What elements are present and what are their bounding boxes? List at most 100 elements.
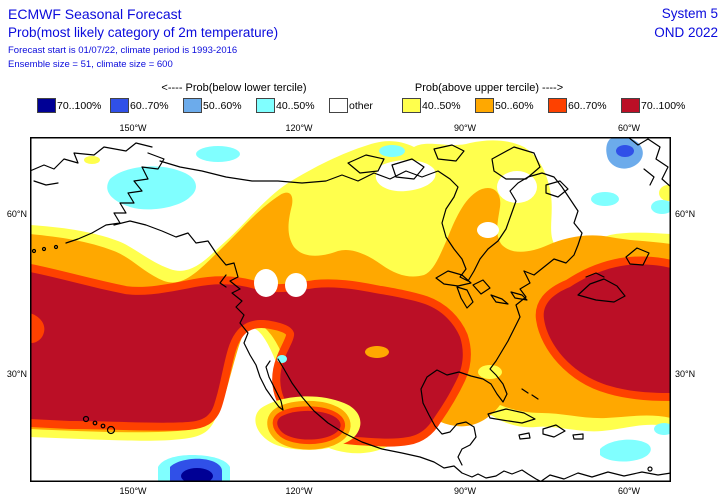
season-label: OND 2022 <box>654 25 718 40</box>
coastline-siberia-island <box>33 180 59 186</box>
arctic-island-north <box>433 144 465 162</box>
legend-label: 40..50% <box>276 99 315 112</box>
lake-superior <box>435 270 472 287</box>
legend-label: 50..60% <box>495 99 534 112</box>
coastline-south-america <box>539 471 671 482</box>
legend-swatch-lightblue <box>183 98 202 113</box>
arctic-island-banks <box>347 154 385 174</box>
region-below-40-50-atlantic-south <box>600 439 651 462</box>
legend-label: 50..60% <box>203 99 242 112</box>
legend-label: 60..70% <box>568 99 607 112</box>
hawaii-island <box>100 423 106 429</box>
coastline-pacific-northamerica <box>113 220 284 411</box>
legend-label: 40..50% <box>422 99 461 112</box>
lon-label-bottom-60w: 60°W <box>617 486 641 496</box>
region-other-hudson-spot <box>477 222 499 238</box>
legend-item-below-60-70: 60..70% <box>110 98 183 113</box>
region-above-40-50-spot-siberia <box>84 156 100 164</box>
coastline-arctic-hudson <box>159 160 583 282</box>
lon-label-bottom-150w: 150°W <box>119 486 147 496</box>
legend-item-above-50-60: 50..60% <box>475 98 548 113</box>
hawaii-island <box>82 415 90 423</box>
lake-erie <box>490 294 509 305</box>
lat-label-left-30n: 30°N <box>6 369 27 379</box>
region-below-40-50-labrador-sea <box>591 192 619 206</box>
lat-label-right-60n: 60°N <box>675 209 696 219</box>
ensemble-size-line: Ensemble size = 51, climate size = 600 <box>8 59 173 70</box>
region-below-40-50-arctic <box>379 145 405 157</box>
page-title: ECMWF Seasonal Forecast <box>8 6 182 22</box>
lake-michigan <box>456 286 474 309</box>
coastline-puerto-rico <box>572 433 584 440</box>
legend-item-above-40-50: 40..50% <box>402 98 475 113</box>
forecast-start-line: Forecast start is 01/07/22, climate peri… <box>8 45 238 56</box>
arctic-island-southampton <box>545 180 569 198</box>
aleutian-island <box>41 246 47 252</box>
forecast-map <box>30 137 671 482</box>
region-above-40-50-spot-northeast <box>659 185 671 201</box>
legend-item-other: other <box>329 98 402 113</box>
lat-label-right-30n: 30°N <box>675 369 696 379</box>
coastline-jamaica <box>518 432 531 440</box>
coastline-prince-edward <box>585 272 605 278</box>
lon-label-top-150w: 150°W <box>119 123 147 133</box>
aleutian-island <box>31 248 37 254</box>
coastline-us-east-gulf <box>420 270 531 466</box>
lon-label-bottom-90w: 90°W <box>453 486 477 496</box>
legend-item-below-70-100: 70..100% <box>37 98 110 113</box>
system-label: System 5 <box>661 6 718 21</box>
legend-item-below-50-60: 50..60% <box>183 98 256 113</box>
region-below-60-70-greenland <box>616 145 634 157</box>
page-subtitle: Prob(most likely category of 2m temperat… <box>8 25 279 40</box>
legend-item-above-60-70: 60..70% <box>548 98 621 113</box>
legend-swatch-white <box>329 98 348 113</box>
legend-label: other <box>349 99 373 112</box>
region-below-70-100-pacific <box>181 468 213 482</box>
trinidad-island <box>647 466 653 472</box>
region-below-40-50-yukon <box>196 146 240 162</box>
region-other-arctic-1 <box>375 160 436 192</box>
coastline-hispaniola <box>542 424 566 438</box>
coastlines <box>30 137 671 482</box>
coastline-nova-scotia <box>577 278 626 303</box>
hawaii-island <box>106 425 116 435</box>
lon-label-bottom-120w: 120°W <box>285 486 313 496</box>
lake-ontario <box>510 291 528 301</box>
legend-swatch-yellow <box>402 98 421 113</box>
legend-swatch-orangered <box>548 98 567 113</box>
coastline-mexico-centralamerica <box>277 358 543 482</box>
region-below-40-50-alaska <box>107 166 196 210</box>
arctic-island-baffin <box>491 146 541 180</box>
lake-huron <box>472 279 491 295</box>
lat-label-left-60n: 60°N <box>6 209 27 219</box>
coastline-alaska <box>65 152 165 244</box>
legend-label: 70..100% <box>641 99 686 112</box>
legend-label: 70..100% <box>57 99 102 112</box>
coastline-siberia <box>30 142 153 172</box>
legend-title-below-tercile: <---- Prob(below lower tercile) <box>161 82 307 94</box>
coastline-greenland-inner <box>643 168 655 186</box>
lon-label-top-90w: 90°W <box>453 123 477 133</box>
legend-title-above-tercile: Prob(above upper tercile) ----> <box>414 82 564 94</box>
legend-swatch-orange <box>475 98 494 113</box>
coastline-vancouver-island <box>219 274 227 288</box>
coastline-cuba <box>487 408 536 424</box>
hawaii-island <box>92 420 98 426</box>
coastline-greenland <box>627 137 671 188</box>
legend: 70..100% 60..70% 50..60% 40..50% other 4… <box>37 98 694 113</box>
coastline-bahamas <box>521 388 539 400</box>
coastline-newfoundland <box>625 247 650 266</box>
region-above-50-60-spot-plains <box>365 346 389 358</box>
lon-label-top-120w: 120°W <box>285 123 313 133</box>
region-above-40-50-spot-southeast <box>478 365 502 379</box>
legend-swatch-blue <box>110 98 129 113</box>
legend-item-below-40-50: 40..50% <box>256 98 329 113</box>
lon-label-top-60w: 60°W <box>617 123 641 133</box>
legend-item-above-70-100: 70..100% <box>621 98 694 113</box>
region-above-60-70-left-edge <box>30 313 45 344</box>
legend-swatch-darkred <box>621 98 640 113</box>
region-below-40-50-right-edge-south <box>654 423 671 435</box>
legend-label: 60..70% <box>130 99 169 112</box>
aleutian-island <box>53 244 59 250</box>
